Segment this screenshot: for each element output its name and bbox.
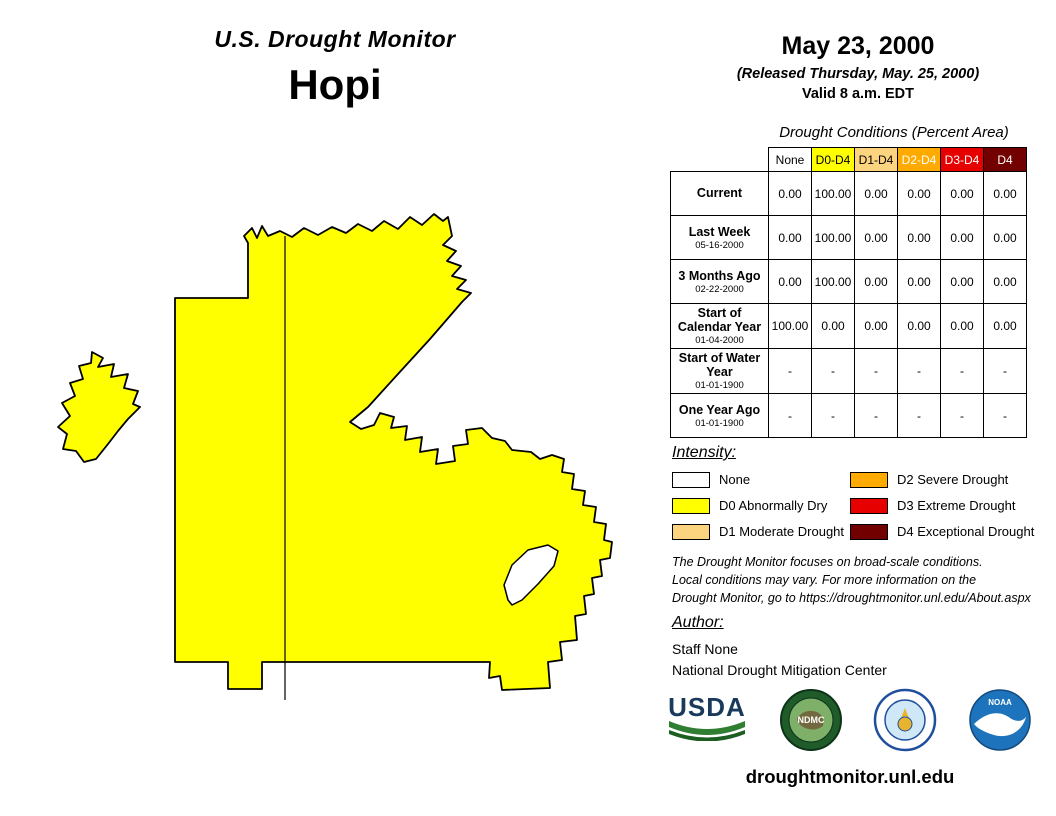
table-cell: - <box>854 393 898 438</box>
svg-text:NOAA: NOAA <box>988 698 1012 707</box>
column-header-d2-d4: D2-D4 <box>897 147 941 172</box>
legend-swatch-d4 <box>850 523 888 540</box>
table-cell: 0.00 <box>768 215 812 260</box>
table-cell: - <box>811 348 855 394</box>
column-header-d3-d4: D3-D4 <box>940 147 984 172</box>
table-row: 3 Months Ago 02-22-2000 0.00 100.00 0.00… <box>670 259 1027 304</box>
legend-item-d2: D2 Severe Drought <box>850 471 1034 488</box>
table-row-label: 3 Months Ago 02-22-2000 <box>670 259 769 304</box>
legend-item-d1: D1 Moderate Drought <box>672 523 844 540</box>
table-row-label: One Year Ago 01-01-1900 <box>670 393 769 438</box>
table-row-label: Last Week 05-16-2000 <box>670 215 769 260</box>
table-row: Start of Calendar Year 01-04-2000 100.00… <box>670 303 1027 349</box>
table-cell: 0.00 <box>768 171 812 216</box>
usda-swoosh-icon <box>669 720 745 741</box>
column-header-d0-d4: D0-D4 <box>811 147 855 172</box>
region-name: Hopi <box>288 61 382 108</box>
table-cell: 0.00 <box>811 303 855 349</box>
ndmc-logo-icon: NDMC <box>779 689 842 751</box>
table-row: One Year Ago 01-01-1900 - - - - - - <box>670 393 1027 438</box>
table-cell: - <box>983 393 1027 438</box>
table-cell: 0.00 <box>854 303 898 349</box>
table-row: Current 0.00 100.00 0.00 0.00 0.00 0.00 <box>670 171 1027 216</box>
table-cell: 0.00 <box>983 171 1027 216</box>
table-row-label: Start of Calendar Year 01-04-2000 <box>670 303 769 349</box>
usda-logo: USDA <box>666 694 748 746</box>
table-cell: 0.00 <box>897 303 941 349</box>
legend-swatch-none <box>672 471 710 488</box>
table-cell: - <box>854 348 898 394</box>
table-row-label: Current <box>670 171 769 216</box>
author-organization: National Drought Mitigation Center <box>672 662 887 678</box>
drought-conditions-table: None D0-D4 D1-D4 D2-D4 D3-D4 D4 Current … <box>670 147 1027 438</box>
column-header-d4: D4 <box>983 147 1027 172</box>
author-block: Author: Staff None National Drought Miti… <box>672 614 887 678</box>
valid-time: Valid 8 a.m. EDT <box>801 86 914 102</box>
table-cell: 0.00 <box>854 171 898 216</box>
table-cell: - <box>940 393 984 438</box>
noaa-logo-icon: NOAA <box>969 689 1031 751</box>
legend-swatch-d0 <box>672 497 710 514</box>
table-cell: - <box>897 393 941 438</box>
table-title: Drought Conditions (Percent Area) <box>779 124 1009 141</box>
author-heading: Author: <box>672 614 724 631</box>
logo-row: USDA NDMC NOAA <box>666 688 1032 752</box>
date-block: May 23, 2000 (Released Thursday, May. 25… <box>690 32 1026 102</box>
map-lake-hole <box>503 544 559 606</box>
map-exclave-polygon <box>57 351 141 463</box>
table-cell: - <box>897 348 941 394</box>
table-row: Last Week 05-16-2000 0.00 100.00 0.00 0.… <box>670 215 1027 260</box>
legend-swatch-d1 <box>672 523 710 540</box>
hopi-drought-map <box>57 213 613 700</box>
table-row-label: Start of Water Year 01-01-1900 <box>670 348 769 394</box>
svg-text:NDMC: NDMC <box>797 715 824 725</box>
column-header-none: None <box>768 147 812 172</box>
legend-title: Intensity: <box>672 444 737 461</box>
table-cell: - <box>983 348 1027 394</box>
table-header-row: None D0-D4 D1-D4 D2-D4 D3-D4 D4 <box>670 147 1027 172</box>
table-cell: - <box>768 393 812 438</box>
table-cell: - <box>768 348 812 394</box>
report-title: U.S. Drought Monitor <box>214 26 456 52</box>
table-cell: 0.00 <box>983 215 1027 260</box>
report-date: May 23, 2000 <box>781 32 935 60</box>
intensity-legend: Intensity: None D0 Abnormally Dry D1 Mod… <box>672 444 1034 540</box>
table-cell: 0.00 <box>983 303 1027 349</box>
table-corner-cell <box>670 147 769 172</box>
table-cell: 0.00 <box>768 259 812 304</box>
legend-item-none: None <box>672 471 842 488</box>
legend-swatch-d3 <box>850 497 888 514</box>
table-cell: 0.00 <box>940 259 984 304</box>
column-header-d1-d4: D1-D4 <box>854 147 898 172</box>
table-cell: 0.00 <box>940 215 984 260</box>
table-cell: 100.00 <box>811 171 855 216</box>
table-row: Start of Water Year 01-01-1900 - - - - -… <box>670 348 1027 394</box>
disclaimer-text: The Drought Monitor focuses on broad-sca… <box>672 555 1031 605</box>
table-cell: 0.00 <box>940 303 984 349</box>
legend-item-d0: D0 Abnormally Dry <box>672 497 842 514</box>
released-date: (Released Thursday, May. 25, 2000) <box>736 66 980 82</box>
legend-item-d3: D3 Extreme Drought <box>850 497 1034 514</box>
table-cell: 0.00 <box>897 259 941 304</box>
table-cell: 100.00 <box>768 303 812 349</box>
table-cell: 0.00 <box>897 171 941 216</box>
drought-conditions-block: Drought Conditions (Percent Area) None D… <box>670 124 1028 438</box>
legend-item-d4: D4 Exceptional Drought <box>850 523 1034 540</box>
table-cell: - <box>940 348 984 394</box>
report-header: U.S. Drought Monitor Hopi <box>105 26 565 109</box>
map-main-polygon <box>174 213 613 691</box>
table-cell: 0.00 <box>940 171 984 216</box>
table-cell: 100.00 <box>811 215 855 260</box>
commerce-seal-icon <box>874 688 937 752</box>
table-cell: 0.00 <box>854 259 898 304</box>
table-cell: 0.00 <box>897 215 941 260</box>
table-cell: 100.00 <box>811 259 855 304</box>
table-cell: 0.00 <box>983 259 1027 304</box>
author-name: Staff None <box>672 641 738 657</box>
table-cell: 0.00 <box>854 215 898 260</box>
legend-swatch-d2 <box>850 471 888 488</box>
footer-url: droughtmonitor.unl.edu <box>745 766 955 787</box>
table-cell: - <box>811 393 855 438</box>
